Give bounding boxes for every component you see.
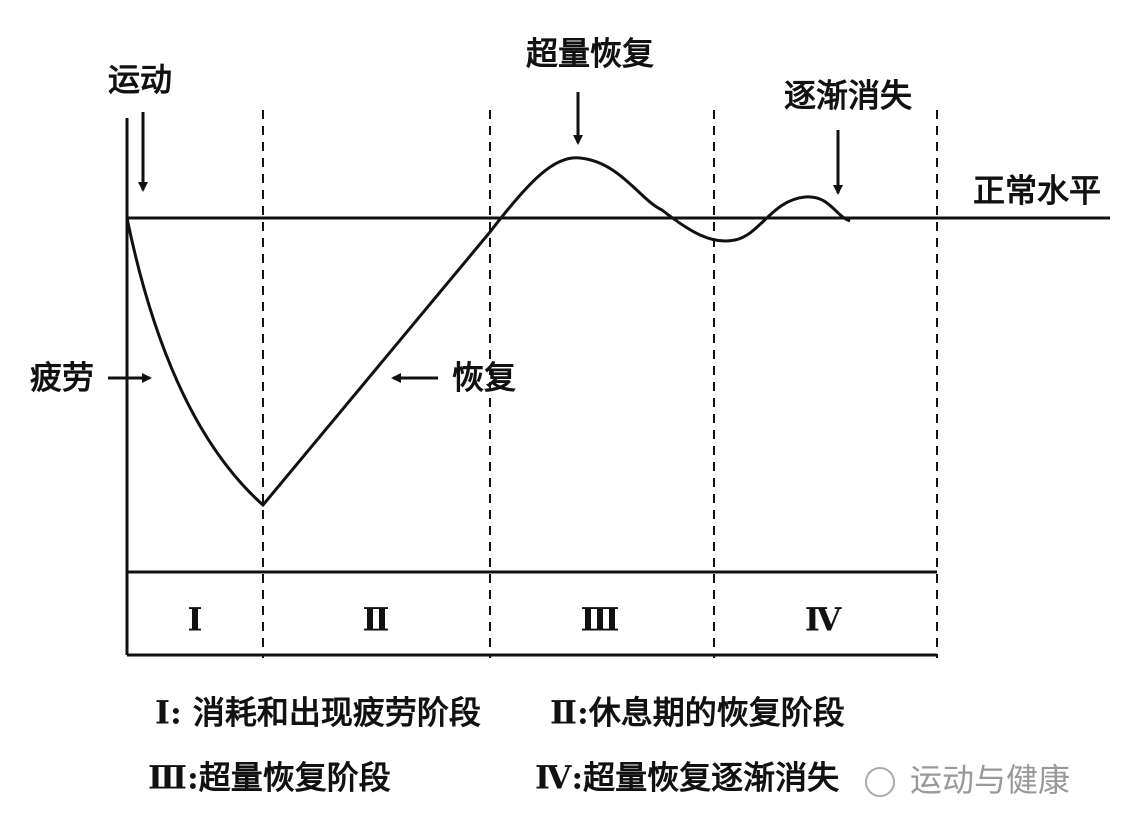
phase-label: Ⅲ — [581, 601, 620, 639]
label: 疲劳 — [30, 359, 94, 397]
legend-item: Ⅰ: 消耗和出现疲劳阶段 — [155, 694, 481, 732]
label: 运动 — [108, 61, 172, 99]
label: 正常水平 — [973, 172, 1101, 210]
phase-label: Ⅱ — [363, 601, 390, 639]
watermark: 运动与健康 — [910, 761, 1070, 799]
legend-item: Ⅱ:休息期的恢复阶段 — [550, 694, 845, 732]
label: 超量恢复 — [526, 35, 654, 73]
phase-label: Ⅰ — [188, 601, 203, 639]
legend-item: Ⅲ:超量恢复阶段 — [148, 759, 391, 797]
label: 逐渐消失 — [784, 77, 913, 115]
phase-label: Ⅳ — [805, 601, 842, 639]
watermark-icon — [865, 767, 895, 797]
curve — [125, 156, 851, 508]
legend-item: Ⅳ:超量恢复逐渐消失 — [535, 759, 840, 797]
label: 恢复 — [452, 359, 516, 397]
